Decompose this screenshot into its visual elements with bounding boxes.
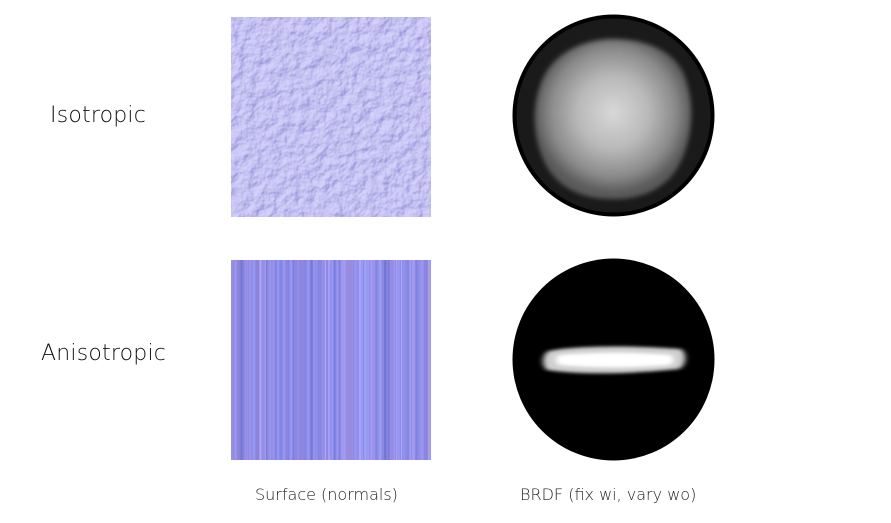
row-label-isotropic: Isotropic (50, 103, 147, 128)
vertical-stripe-normal-map-icon (231, 260, 431, 460)
anisotropic-surface-normal-map (231, 260, 431, 460)
isotropic-brdf-plot (511, 13, 716, 218)
row-label-anisotropic: Anisotropic (41, 341, 167, 366)
circular-lobe-icon (512, 14, 715, 217)
horizontal-streak-lobe-icon (512, 258, 715, 461)
column-label-surface: Surface (normals) (255, 485, 398, 504)
bumpy-normal-map-icon (231, 17, 431, 217)
isotropic-surface-normal-map (231, 17, 431, 217)
brdf-lobe (534, 39, 692, 200)
column-label-brdf: BRDF (fix wi, vary wo) (520, 485, 697, 504)
anisotropic-brdf-plot (511, 257, 716, 462)
